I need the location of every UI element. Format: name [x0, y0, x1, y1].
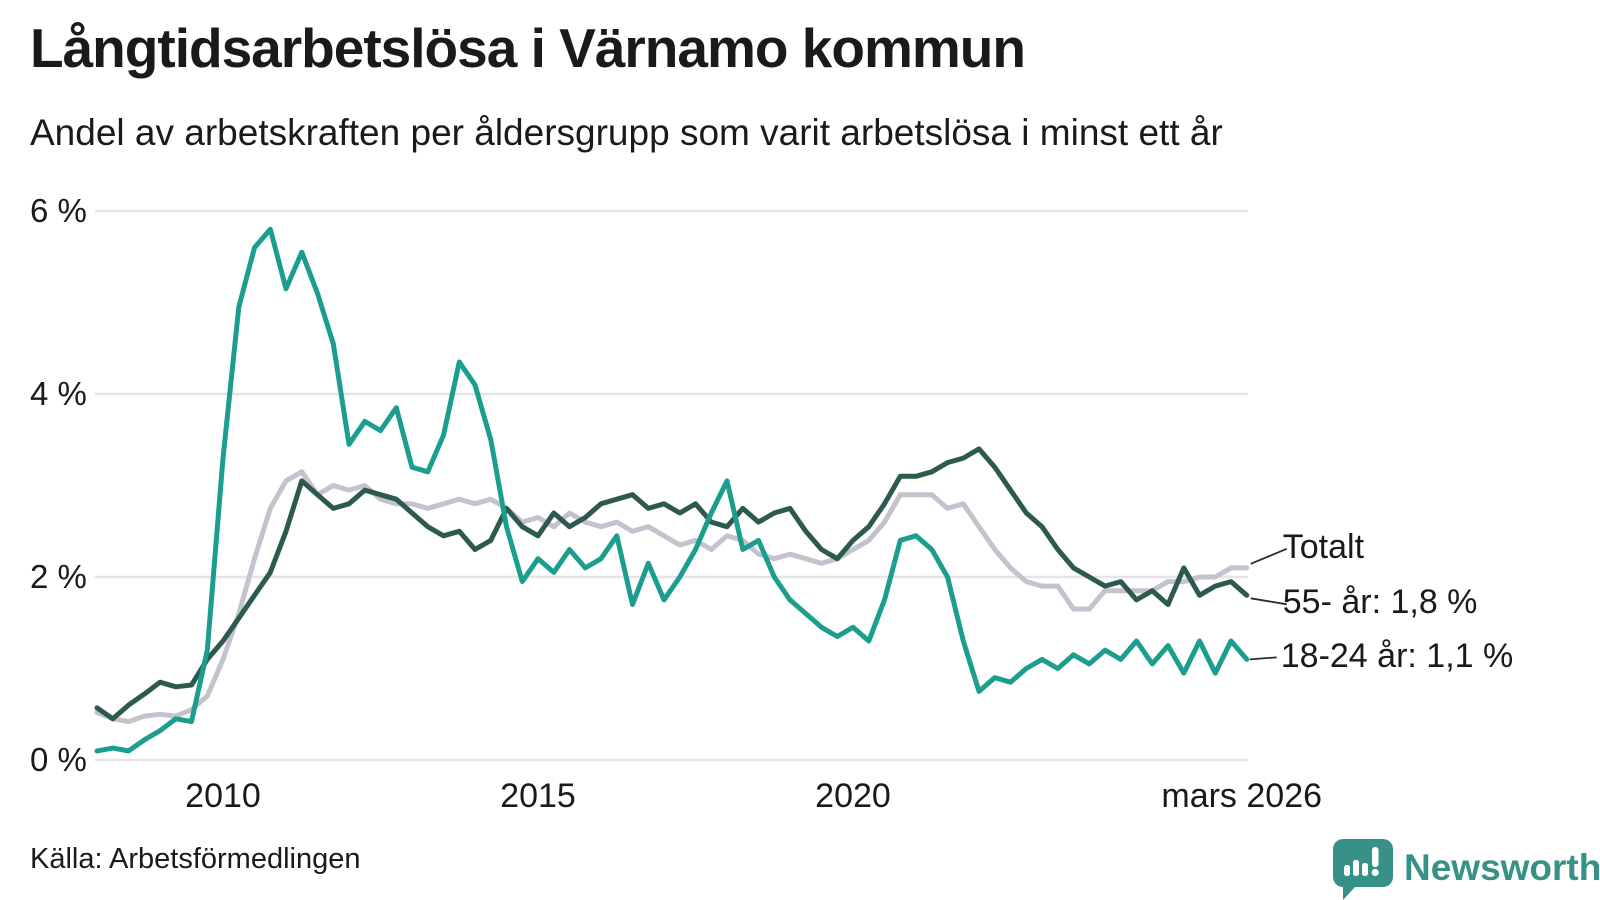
page-subtitle: Andel av arbetskraften per åldersgrupp s…: [30, 112, 1223, 153]
series-line-totalt: [94, 469, 1250, 725]
logo-bar-3: [1362, 863, 1368, 876]
logo-bar-1: [1344, 865, 1350, 876]
newsworthy-logo-icon: [1333, 839, 1393, 900]
logo-exclamation-bar: [1372, 847, 1379, 867]
series-line-18-24-r: [94, 226, 1250, 754]
newsworthy-wordmark: Newsworthy: [1404, 847, 1600, 888]
series-line-55-r: [94, 446, 1250, 722]
logo-bar-2: [1353, 860, 1359, 876]
annotation-connector-totalt: [1250, 548, 1288, 565]
page-title: Långtidsarbetslösa i Värnamo kommun: [30, 17, 1026, 79]
logo-exclamation-dot: [1371, 868, 1379, 877]
source-note: Källa: Arbetsförmedlingen: [30, 843, 361, 875]
annotation-connector-18-24-r: [1249, 656, 1277, 661]
annotation-connector-55-r: [1250, 597, 1287, 606]
